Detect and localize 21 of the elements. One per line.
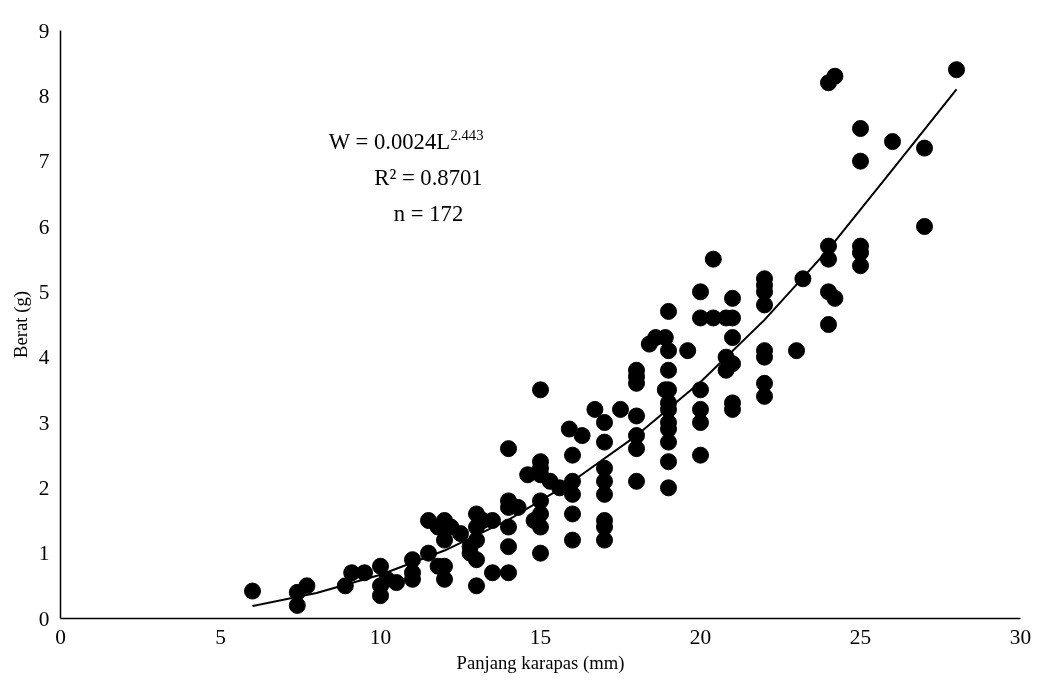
x-tick-label: 25 — [849, 624, 872, 649]
y-tick-label: 1 — [38, 541, 50, 566]
x-tick-label: 5 — [215, 624, 226, 649]
x-tick-label: 30 — [1009, 624, 1032, 649]
y-tick-label: 9 — [38, 18, 50, 43]
annotation: R² = 0.8701 — [374, 165, 483, 190]
y-tick-label: 5 — [38, 279, 50, 304]
x-tick-label: 15 — [529, 624, 552, 649]
x-axis-title: Panjang karapas (mm) — [456, 651, 625, 674]
y-tick-label: 0 — [38, 606, 50, 631]
annotation: n = 172 — [393, 200, 464, 226]
y-tick-label: 4 — [38, 345, 50, 370]
y-tick-label: 3 — [38, 410, 50, 435]
x-tick-label: 0 — [55, 624, 66, 649]
y-tick-label: 8 — [38, 83, 50, 108]
x-tick-label: 20 — [689, 624, 712, 649]
y-axis-title: Berat (g) — [9, 291, 32, 358]
y-tick-label: 2 — [38, 475, 50, 500]
y-tick-label: 7 — [38, 149, 50, 174]
x-tick-label: 10 — [369, 624, 392, 649]
y-tick-label: 6 — [38, 214, 50, 239]
